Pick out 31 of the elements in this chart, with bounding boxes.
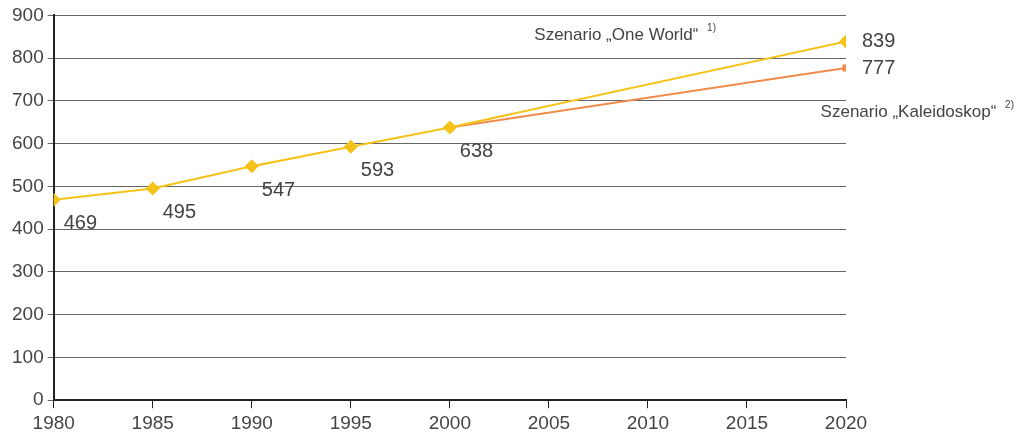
- y-tick-label: 300: [12, 260, 44, 282]
- y-tick-label: 100: [12, 345, 44, 367]
- x-tick-label: 2015: [725, 411, 769, 433]
- data-label: 593: [360, 158, 395, 181]
- x-tick-label: 1990: [230, 411, 273, 433]
- series-label: Szenario „Kaleidoskop“ 2): [820, 98, 1015, 121]
- point: [145, 181, 160, 196]
- y-tick-label: 900: [12, 3, 44, 25]
- y-tick-label: 400: [12, 217, 44, 239]
- x-tick-label: 1995: [329, 411, 372, 433]
- x-tick-label: 1980: [32, 411, 75, 433]
- point: [442, 120, 457, 135]
- data-label: 839: [862, 29, 896, 51]
- series-label: Szenario „One World“ 1): [534, 22, 717, 45]
- y-tick-label: 200: [12, 302, 44, 324]
- x-tick-label: 2010: [626, 411, 670, 433]
- x-tick-label: 2020: [824, 411, 868, 433]
- point: [244, 159, 259, 174]
- point: [343, 139, 358, 154]
- data-label: 638: [459, 138, 494, 161]
- y-tick-label: 0: [33, 388, 44, 410]
- y-tick-label: 800: [12, 46, 44, 68]
- x-tick-label: 2005: [527, 411, 571, 433]
- x-tick-label: 1985: [131, 411, 174, 433]
- data-label: 469: [63, 211, 98, 234]
- y-tick-label: 700: [12, 89, 44, 111]
- data-label: 777: [862, 55, 896, 78]
- y-tick-label: 500: [12, 174, 44, 196]
- x-tick-label: 2000: [428, 411, 471, 433]
- y-tick-label: 600: [12, 131, 44, 153]
- data-label: 495: [162, 200, 197, 223]
